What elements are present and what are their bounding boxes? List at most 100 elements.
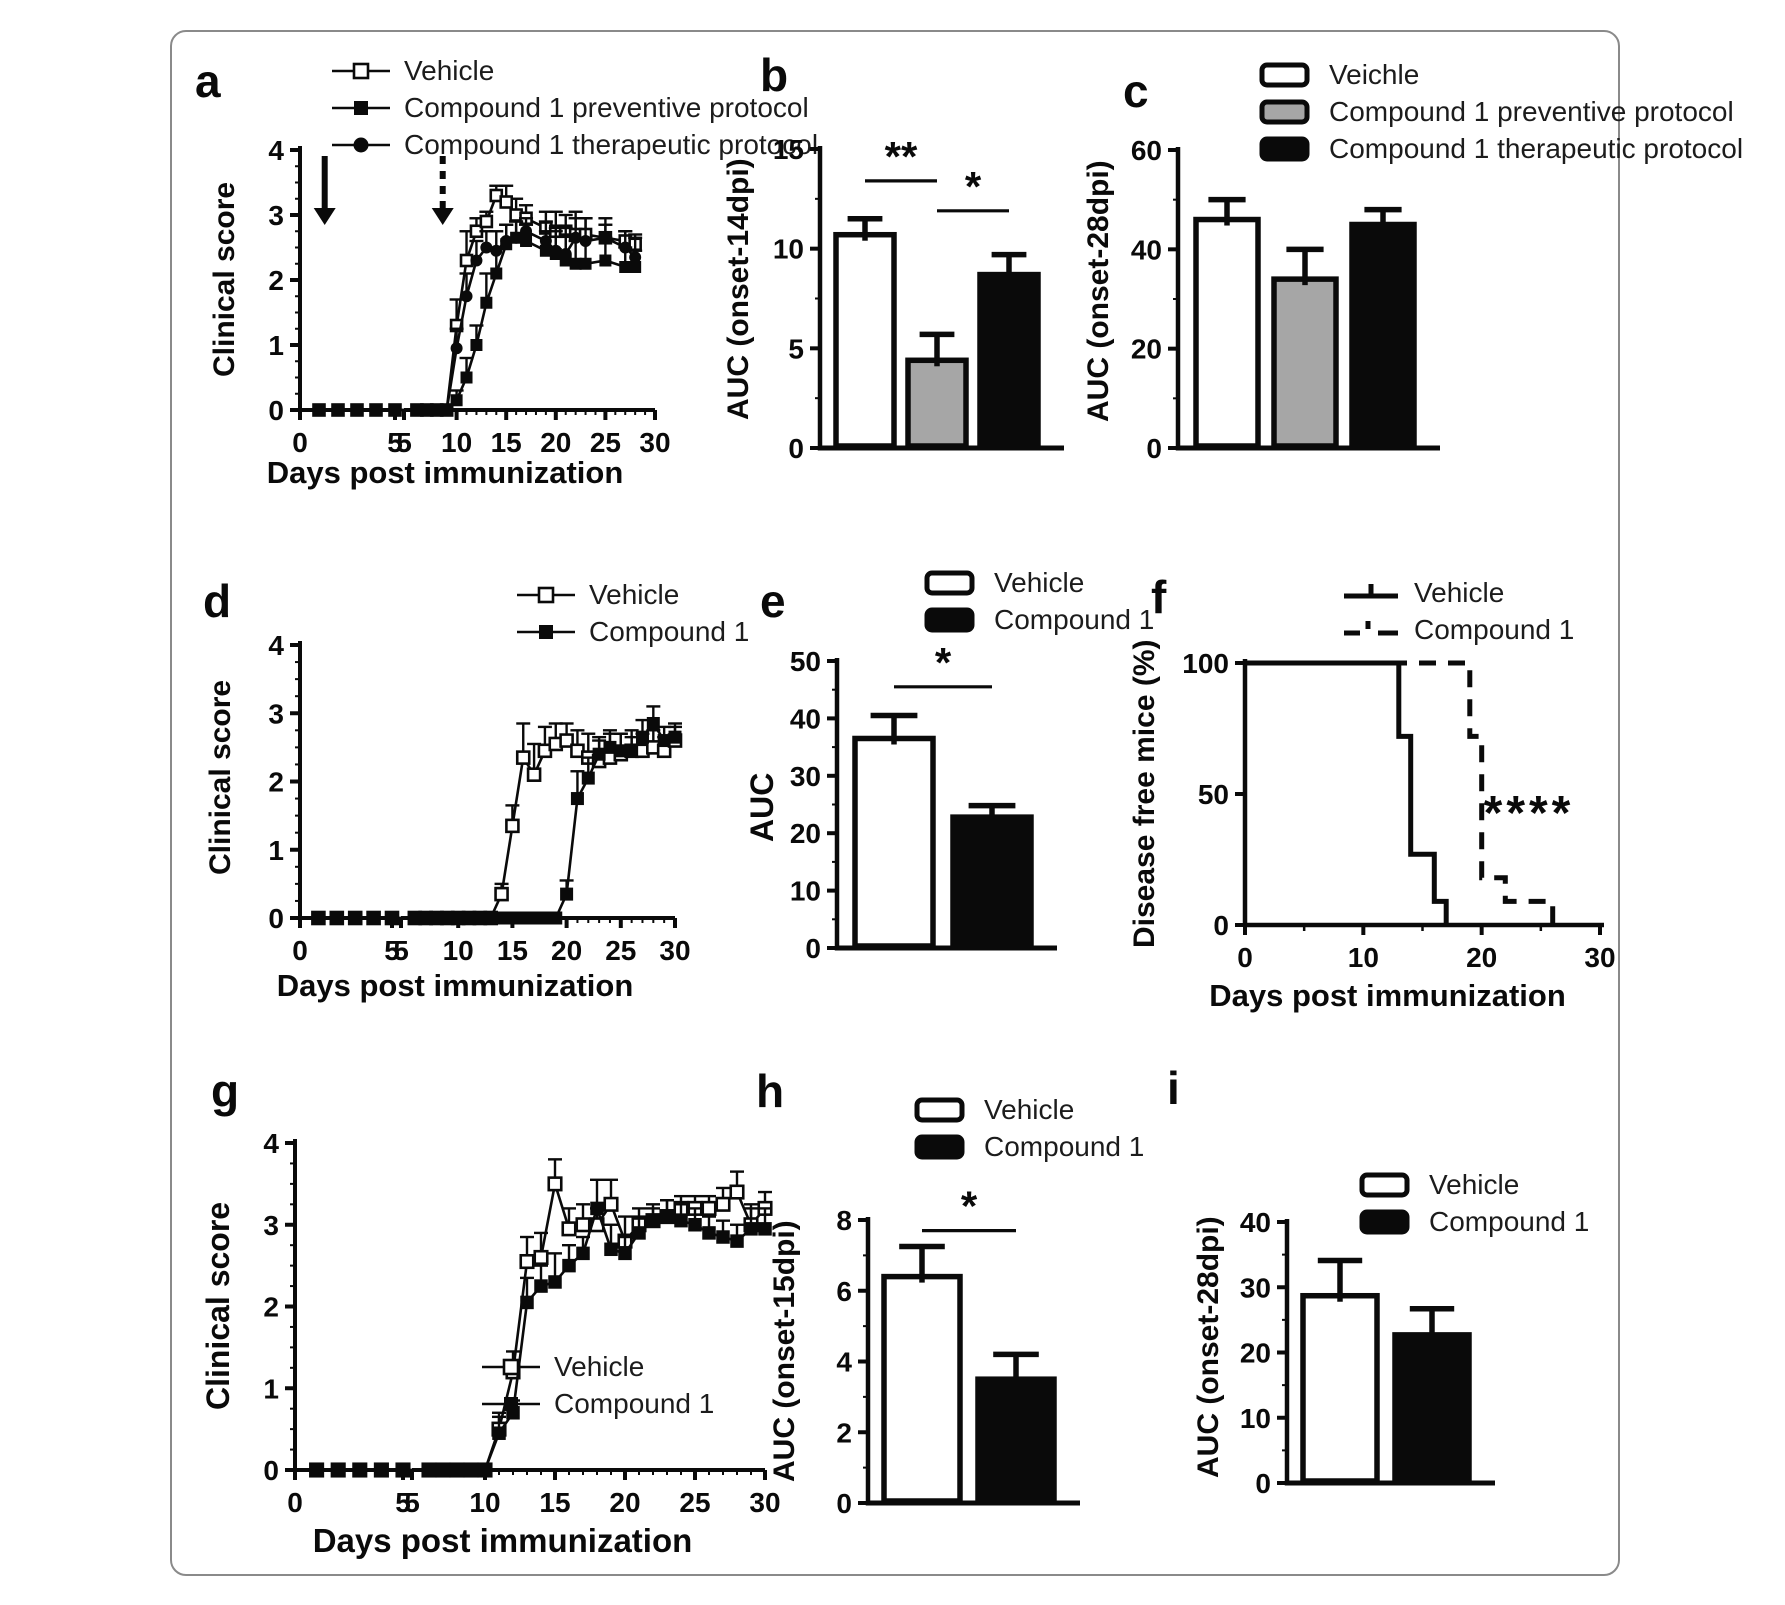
legend-label: Veichle [1329,59,1420,91]
panel-f: f Vehicle Compound 1 0 50 100 0 10 20 30 **** Di… [1110,530,1635,1035]
svg-text:4: 4 [268,135,284,166]
svg-text:5: 5 [396,427,412,458]
legend-item-vehicle: Vehicle [330,56,818,86]
svg-text:50: 50 [790,646,821,677]
svg-text:30: 30 [790,761,821,792]
panel-g-x-axis-title: Days post immunization [312,1522,693,1559]
panel-h: h Vehicle Compound 1 0 2 4 6 8 * AUC (onset-15… [740,1040,1144,1585]
legend-label: Vehicle [1414,577,1505,609]
svg-text:15: 15 [773,134,804,165]
clinical-score-chart-d: 0 1 2 3 4 0 55 10 15 20 25 30 [268,630,690,966]
panel-g-legend: Vehicle Compound 1 [480,1352,714,1419]
panel-d-y-axis-title: Clinical score [204,679,237,875]
legend-label: Compound 1 preventive protocol [1329,96,1734,128]
svg-text:6: 6 [836,1276,852,1307]
panel-a-label: a [195,55,221,107]
svg-text:15: 15 [491,427,522,458]
panel-b-label: b [760,49,789,101]
panel-d-x-axis-title: Days post immunization [276,968,634,1003]
svg-text:20: 20 [1240,1338,1271,1369]
panel-c: c Veichle Compound 1 preventive protocol C… [1060,40,1743,485]
svg-text:20: 20 [540,427,571,458]
legend-label: Compound 1 [1414,614,1575,646]
svg-text:4: 4 [263,1128,279,1159]
svg-text:3: 3 [263,1210,279,1241]
legend-item-compound-1: Compound 1 [920,605,1154,635]
svg-text:0: 0 [268,395,284,426]
legend-item-compound-1-therapeutic-protocol: Compound 1 therapeutic protocol [330,130,818,160]
km-solid-icon [1340,578,1402,608]
svg-text:20: 20 [1131,334,1162,365]
svg-text:30: 30 [1584,942,1615,973]
svg-text:0: 0 [263,1455,279,1486]
svg-text:10: 10 [773,234,804,265]
line-open-square-icon [515,580,577,610]
legend-item-vehicle: Vehicle [480,1352,714,1382]
svg-text:25: 25 [679,1487,710,1518]
clinical-score-chart-g: 0 1 2 3 4 0 55 10 15 20 25 30 [263,1128,780,1518]
svg-text:0: 0 [805,933,821,964]
panel-h-y-axis-title: AUC (onset-15dpi) [768,1220,801,1482]
panel-c-y-axis-title: AUC (onset-28dpi) [1082,160,1115,422]
panel-e: e Vehicle Compound 1 0 10 20 30 40 50 * AUC [710,530,1154,1020]
svg-text:10: 10 [1348,942,1379,973]
svg-text:5: 5 [404,1487,420,1518]
svg-text:0: 0 [287,1487,303,1518]
panel-d-legend: Vehicle Compound 1 [515,580,749,647]
svg-text:0: 0 [1213,910,1229,941]
swatch-black-icon [910,1132,972,1162]
svg-text:0: 0 [268,903,284,934]
legend-item-compound-1: Compound 1 [515,617,749,647]
legend-item-vehicle: Vehicle [515,580,749,610]
svg-text:3: 3 [268,698,284,729]
legend-item-vehicle: Vehicle [910,1095,1144,1125]
svg-text:0: 0 [292,427,308,458]
svg-text:15: 15 [497,935,528,966]
line-open-square-icon [480,1352,542,1382]
svg-text:15: 15 [539,1487,570,1518]
line-filled-circle-icon [330,130,392,160]
svg-text:20: 20 [609,1487,640,1518]
panel-h-legend: Vehicle Compound 1 [910,1095,1144,1162]
legend-item-compound-1-preventive-protocol: Compound 1 preventive protocol [330,93,818,123]
svg-text:2: 2 [263,1292,279,1323]
panel-a-legend: Vehicle Compound 1 preventive protocol Com… [330,56,818,160]
svg-text:2: 2 [836,1417,852,1448]
svg-text:100: 100 [1182,648,1229,679]
svg-text:5: 5 [788,333,804,364]
auc-chart-e: 0 10 20 30 40 50 * [790,639,1057,964]
legend-item-compound-1-preventive-protocol: Compound 1 preventive protocol [1255,97,1743,127]
panel-a-x-axis-title: Days post immunization [266,455,624,490]
svg-text:0: 0 [836,1488,852,1519]
legend-label: Vehicle [589,579,680,611]
svg-text:10: 10 [443,935,474,966]
svg-text:20: 20 [1466,942,1497,973]
svg-text:8: 8 [836,1205,852,1236]
swatch-open-icon [1255,60,1317,90]
swatch-open-icon [920,568,982,598]
svg-text:30: 30 [659,935,690,966]
line-filled-square-icon [330,93,392,123]
svg-text:5: 5 [387,427,403,458]
legend-label: Compound 1 [984,1131,1145,1163]
panel-a-y-axis-title: Clinical score [208,181,241,377]
legend-label: Vehicle [554,1351,645,1383]
legend-item-compound-1: Compound 1 [1340,615,1574,645]
svg-text:0: 0 [292,935,308,966]
panel-e-label: e [760,575,786,627]
swatch-gray-icon [1255,97,1317,127]
svg-text:20: 20 [551,935,582,966]
line-filled-square-icon [480,1389,542,1419]
panel-e-legend: Vehicle Compound 1 [920,568,1154,635]
svg-text:2: 2 [268,265,284,296]
legend-item-compound-1: Compound 1 [480,1389,714,1419]
panel-i-y-axis-title: AUC (onset-28dpi) [1192,1216,1225,1478]
legend-label: Compound 1 therapeutic protocol [404,129,819,161]
panel-a: a Vehicle Compound 1 preventive protocol C… [180,40,818,510]
panel-f-y-axis-title: Disease free mice (%) [1128,639,1161,949]
swatch-black-icon [920,605,982,635]
legend-label: Compound 1 therapeutic protocol [1329,133,1744,165]
svg-text:30: 30 [749,1487,780,1518]
legend-item-veichle: Veichle [1255,60,1743,90]
